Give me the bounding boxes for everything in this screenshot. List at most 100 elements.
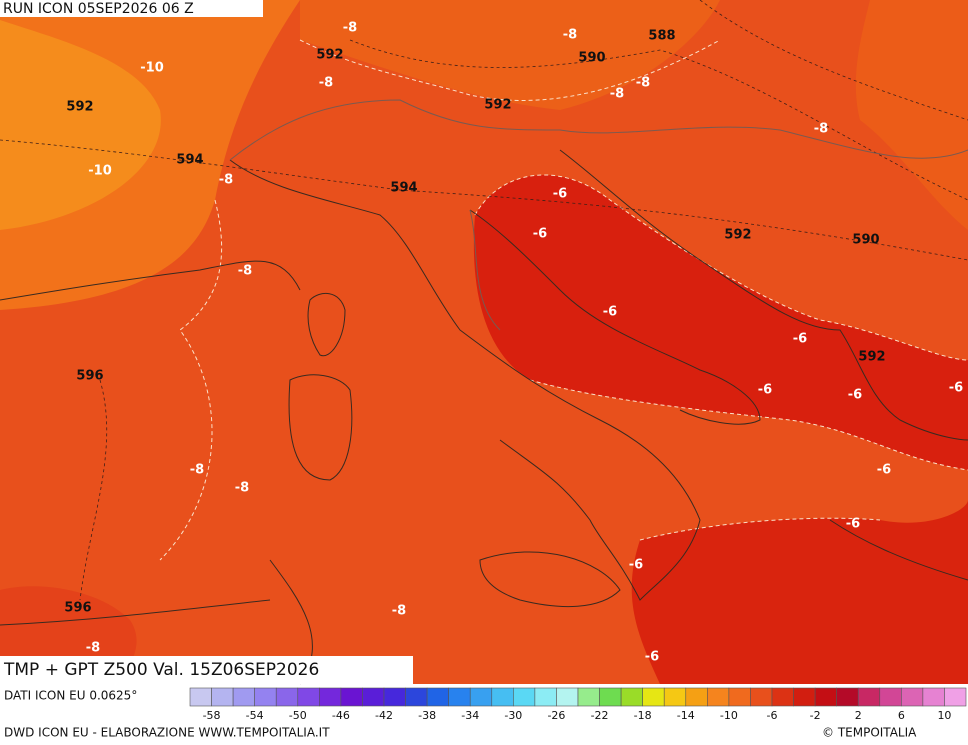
temperature-label: -8 (610, 87, 624, 102)
colorbar-swatch (857, 687, 881, 707)
geopotential-label: 594 (176, 153, 203, 168)
colorbar-label: 6 (898, 709, 905, 722)
colorbar-label: -18 (634, 709, 652, 722)
temperature-label: -8 (814, 122, 828, 137)
colorbar-swatch (577, 687, 600, 707)
temperature-label: -8 (563, 28, 577, 43)
temperature-label: -6 (645, 650, 659, 665)
temperature-label: -10 (88, 164, 112, 179)
colorbar-swatch (469, 687, 493, 707)
temperature-label: -8 (86, 641, 100, 656)
colorbar-swatch (728, 687, 751, 707)
field-dark-red (473, 174, 968, 470)
colorbar-swatch (211, 687, 234, 707)
colorbar: -58 -54 -50 -46 -42 -38 -34 -30 -26 -22 -18 -14 -10-… (189, 687, 967, 722)
coastline-italy (229, 159, 761, 601)
colorbar-swatch (362, 687, 385, 707)
temperature-label: -10 (140, 61, 164, 76)
copyright-label: © TEMPOITALIA (822, 726, 917, 740)
temperature-label: -6 (848, 388, 862, 403)
colorbar-label: 2 (855, 709, 862, 722)
temperature-label: -8 (219, 173, 233, 188)
borders (229, 99, 968, 331)
geopotential-line (699, 0, 968, 121)
isotherm (159, 199, 223, 561)
coastline-east (559, 149, 968, 581)
isotherm (474, 174, 968, 361)
colorbar-label: -46 (332, 709, 350, 722)
colorbar-swatch (297, 687, 320, 707)
field-north (300, 0, 720, 110)
temperature-label: -6 (533, 227, 547, 242)
colorbar-swatch (922, 687, 945, 707)
source-label: DATI ICON EU 0.0625° (4, 689, 137, 703)
colorbar-swatch (513, 687, 536, 707)
colorbar-swatch (901, 687, 924, 707)
colorbar-label: 10 (937, 709, 951, 722)
geopotential-label: 596 (76, 369, 103, 384)
colorbar-swatch (599, 687, 622, 707)
temperature-label: -6 (553, 187, 567, 202)
temperature-label: -8 (392, 604, 406, 619)
temperature-label: -6 (846, 517, 860, 532)
colorbar-swatch (750, 687, 773, 707)
isotherm (529, 379, 968, 471)
geopotential-label: 596 (64, 601, 91, 616)
colorbar-swatch (771, 687, 794, 707)
colorbar-label: -14 (677, 709, 695, 722)
field-dark-red-south (631, 500, 968, 684)
geopotential-label: 588 (648, 29, 675, 44)
colorbar-label: -10 (720, 709, 738, 722)
colorbar-swatch (383, 687, 406, 707)
colorbar-swatch (534, 687, 557, 707)
temperature-label: -8 (319, 76, 333, 91)
temperature-label: -8 (238, 264, 252, 279)
field-northeast (855, 0, 968, 230)
colorbar-label: -22 (591, 709, 609, 722)
run-title: RUN ICON 05SEP2026 06 Z (3, 1, 194, 17)
colorbar-swatch (556, 687, 579, 707)
temperature-label: -6 (793, 332, 807, 347)
geopotential-label: 590 (852, 233, 879, 248)
colorbar-swatch (879, 687, 902, 707)
run-box (0, 0, 263, 17)
colorbar-swatch (189, 687, 212, 707)
temperature-label: -6 (949, 381, 963, 396)
field-title: TMP + GPT Z500 Val. 15Z06SEP2026 (3, 660, 319, 680)
colorbar-label: -42 (375, 709, 393, 722)
colorbar-swatch (642, 687, 665, 707)
colorbar-label: -30 (504, 709, 522, 722)
coastline-islands (288, 292, 621, 607)
colorbar-swatch (814, 687, 837, 707)
field-light-orange (0, 20, 161, 230)
temperature-label: -6 (603, 305, 617, 320)
geopotential-label: 592 (316, 48, 343, 63)
geopotential-label: 592 (724, 228, 751, 243)
colorbar-label: -50 (289, 709, 307, 722)
colorbar-label: -26 (547, 709, 565, 722)
colorbar-label: -2 (810, 709, 821, 722)
geopotential-line (0, 139, 968, 261)
geopotential-label: 594 (390, 181, 417, 196)
geopotential-line (349, 39, 968, 201)
colorbar-swatch (319, 687, 342, 707)
colorbar-swatch (685, 687, 708, 707)
credit-label: DWD ICON EU - ELABORAZIONE WWW.TEMPOITAL… (4, 726, 330, 740)
colorbar-swatch (491, 687, 514, 707)
colorbar-label: -58 (203, 709, 221, 722)
geopotential-label: 592 (484, 98, 511, 113)
geopotential-line (79, 379, 108, 601)
map: -8 -10 -8 -8 -8 -8 -8 -10 -8 -6 -6 -8 -6… (0, 0, 968, 685)
isotherm (639, 517, 881, 541)
isotherm (299, 39, 721, 101)
geopotential-label: 592 (858, 350, 885, 365)
colorbar-swatch (405, 687, 428, 707)
temperature-label: -8 (636, 76, 650, 91)
colorbar-label: -54 (246, 709, 264, 722)
temperature-label: -8 (235, 481, 249, 496)
colorbar-label: -6 (767, 709, 778, 722)
geopotential-label: 592 (66, 100, 93, 115)
colorbar-swatch (663, 687, 687, 707)
colorbar-swatch (448, 687, 471, 707)
